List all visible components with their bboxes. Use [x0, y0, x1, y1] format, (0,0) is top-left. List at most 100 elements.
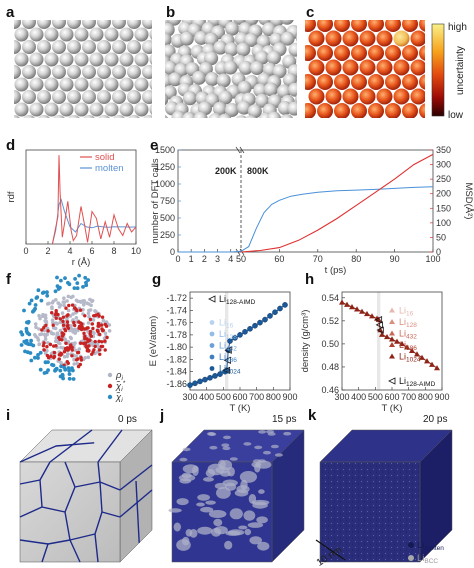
lattice-sphere — [142, 65, 152, 79]
descriptor-point-chi-star — [54, 316, 58, 320]
descriptor-point-rho — [101, 318, 106, 323]
descriptor-point-chi-star — [51, 323, 55, 327]
lattice-sphere — [14, 65, 21, 79]
lattice-sphere — [119, 27, 134, 42]
legend-subscript: 128 — [406, 322, 417, 329]
descriptor-point-chi-star — [60, 352, 64, 356]
descriptor-point-chi-star — [88, 329, 93, 334]
lattice-sphere — [74, 102, 89, 117]
descriptor-point-rho — [43, 337, 48, 341]
lattice-sphere — [14, 27, 29, 42]
lattice-sphere — [280, 31, 295, 46]
descriptor-point-chi-star — [100, 315, 105, 319]
bcc-patch — [197, 494, 211, 501]
descriptor-point-rho — [50, 331, 54, 336]
melting-band — [225, 292, 229, 390]
descriptor-point-rho — [62, 296, 66, 301]
uncertainty-sphere — [385, 20, 401, 32]
data-point — [369, 313, 375, 319]
colorbar-high-label: high — [448, 22, 467, 33]
y-tick-label: -1.74 — [166, 305, 187, 315]
uncertainty-sphere — [385, 45, 401, 61]
data-point — [252, 322, 258, 329]
uncertainty-sphere — [342, 59, 359, 76]
grain-boundaries — [19, 429, 153, 563]
lattice-sphere — [97, 40, 111, 54]
bcc-patch — [222, 479, 238, 487]
uncertainty-sphere — [393, 30, 410, 47]
descriptor-point-rho — [73, 341, 77, 345]
time-label-i: 0 ps — [118, 414, 137, 425]
descriptor-point-chi — [67, 368, 71, 373]
legend-label-solid: solid — [95, 152, 115, 163]
lattice-sphere — [112, 40, 126, 54]
legend-swatch-f — [107, 383, 113, 389]
legend-symbol: ρ — [115, 370, 122, 381]
x-tick-label: 300 — [334, 392, 349, 402]
descriptor-point-chi-star — [96, 323, 101, 328]
descriptor-point-chi — [27, 332, 32, 337]
descriptor-point-chi-star — [97, 339, 101, 343]
x-tick-label: 900 — [282, 392, 297, 402]
lattice-sphere — [98, 115, 110, 118]
grain-boundary-side — [119, 464, 153, 491]
data-point — [187, 382, 193, 388]
x-tick-label: 900 — [434, 392, 449, 402]
uncertainty-sphere — [325, 88, 342, 105]
x-axis-label: T (K) — [230, 403, 251, 414]
bcc-patch-top — [254, 445, 263, 450]
descriptor-point-chi-star — [73, 323, 77, 328]
panel-label-g: g — [152, 271, 161, 288]
bcc-patch — [178, 474, 196, 482]
lattice-sphere — [236, 42, 251, 57]
cube-front-face — [319, 461, 421, 563]
lattice-sphere — [165, 114, 169, 118]
uncertainty-sphere — [317, 20, 333, 32]
descriptor-point-chi — [53, 289, 58, 294]
lattice-sphere — [38, 115, 50, 118]
descriptor-point-chi — [22, 308, 26, 313]
descriptor-point-chi-star — [81, 341, 86, 346]
descriptor-point-chi-star — [74, 358, 79, 362]
data-point — [212, 373, 218, 379]
legend-marker — [389, 330, 395, 336]
descriptor-point-rho — [62, 303, 66, 308]
descriptor-point-chi-star — [40, 328, 44, 332]
grain-boundary-top — [97, 429, 123, 463]
lattice-sphere — [235, 115, 247, 118]
lattice-sphere — [59, 52, 74, 67]
lattice-sphere — [68, 115, 80, 118]
grain-boundary-top — [49, 429, 93, 463]
x-tick-label: 60 — [274, 254, 284, 264]
descriptor-point-chi-star — [52, 356, 56, 360]
x-tick-label: 50 — [236, 254, 246, 264]
legend-subscript: 128-AIMD — [406, 381, 436, 388]
descriptor-point-rho — [83, 356, 87, 360]
grain-boundary-side — [135, 480, 140, 543]
descriptor-point-chi — [63, 276, 67, 280]
uncertainty-sphere — [351, 20, 367, 32]
descriptor-point-chi-star — [70, 354, 74, 358]
descriptor-point-chi-star — [64, 306, 68, 310]
descriptor-point-rho — [87, 315, 91, 319]
descriptor-point-chi-star — [103, 339, 107, 343]
lattice-sphere — [253, 83, 268, 98]
uncertainty-sphere — [308, 88, 325, 105]
descriptor-point-chi — [55, 284, 60, 288]
descriptor-point-chi-star — [72, 320, 76, 325]
descriptor-point-chi-star — [45, 353, 50, 358]
descriptor-point-rho — [37, 313, 41, 318]
panel-f-descriptor-scatter — [19, 273, 112, 381]
descriptor-point-chi-star — [91, 326, 95, 331]
descriptor-point-chi — [59, 364, 63, 369]
descriptor-point-chi-star — [53, 313, 58, 317]
panel-label-d: d — [6, 137, 15, 154]
descriptor-point-chi-star — [92, 314, 96, 318]
lattice-sphere — [149, 29, 152, 40]
lattice-sphere — [29, 27, 44, 42]
annotation-200k: 200K — [215, 166, 237, 176]
descriptor-point-chi-star — [77, 326, 81, 330]
melting-patches — [168, 429, 292, 551]
descriptor-point-chi-star — [70, 345, 74, 350]
panel-label-j: j — [159, 407, 164, 424]
